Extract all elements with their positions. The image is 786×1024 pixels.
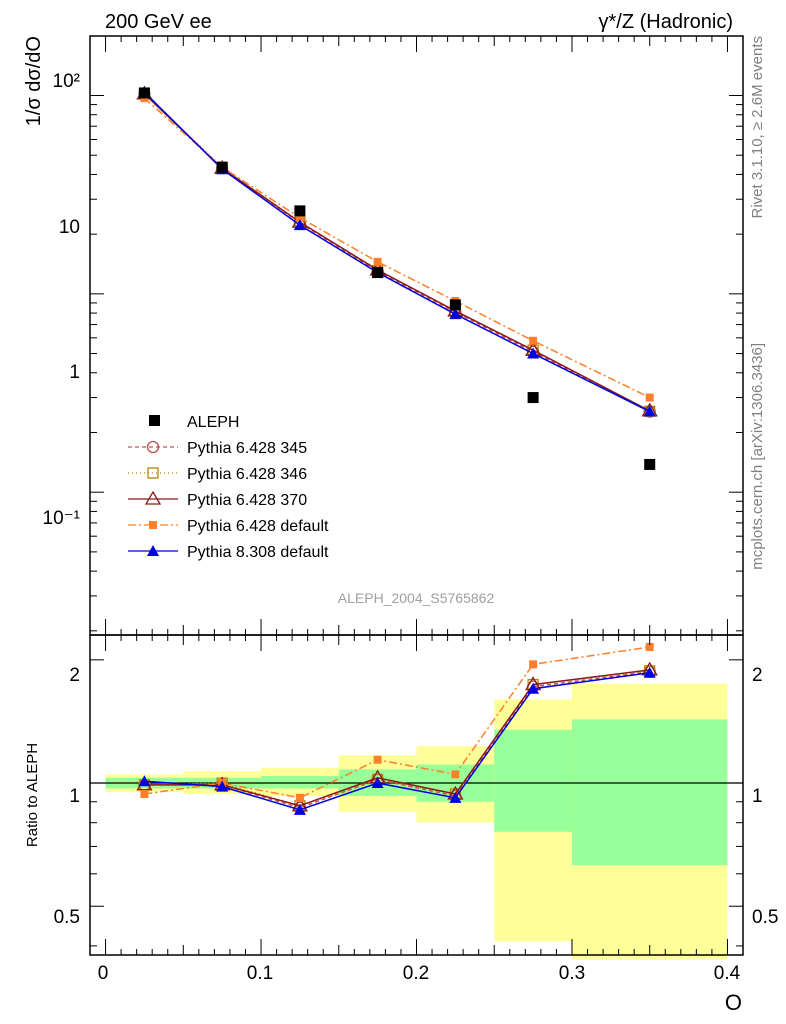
main-series-line-4 [143,91,651,413]
main-series-line-1 [143,93,651,412]
ratio-inner-band-2 [261,776,339,789]
ratio-series [136,642,658,815]
main-series-line-0 [143,93,651,413]
main-axis-ticks [90,95,743,632]
main-y-tick-label-0.1: 10⁻¹ [43,508,81,529]
header-right: γ*/Z (Hadronic) [599,11,733,33]
main-series-line-3 [143,97,651,399]
aleph-data-point-0 [138,87,150,99]
legend-marker-aleph [149,415,160,426]
x-tick-label-0.3: 0.3 [559,963,585,984]
aleph-data-point-2 [294,205,306,217]
legend-label-pythia-8308-default: Pythia 8.308 default [187,544,329,561]
ratio-series-3-point-2 [295,793,304,802]
ratio-y-tick-label-2-left: 2 [69,665,80,686]
x-tick-label-0.1: 0.1 [247,963,273,984]
x-tick-label-0.4: 0.4 [714,963,741,984]
legend-label-pythia-6428-370: Pythia 6.428 370 [187,492,307,509]
legend-entry-pythia-6428-346 [128,467,178,479]
ratio-series-4-point-1 [216,780,229,792]
main-y-axis-label: 1/σ dσ/dO [23,36,45,126]
main-series-4-point-5 [527,347,540,359]
ratio-series-4-point-3 [371,777,384,789]
ratio-series-4-point-5 [527,682,540,694]
legend-label-aleph: ALEPH [187,414,239,431]
ratio-axis-ticks [90,659,743,947]
x-tick-label-0.2: 0.2 [403,963,429,984]
x-axis-ticks [105,36,728,955]
main-series-4-point-6 [643,405,656,417]
ratio-series-3-point-3 [373,755,382,764]
aleph-data-points [138,87,656,470]
main-y-tick-label-1: 1 [69,362,80,383]
ratio-series-4-point-6 [643,666,656,678]
ratio-series-4-point-4 [449,791,462,803]
x-axis-label: O [725,990,742,1015]
ratio-series-3-point-6 [645,642,654,651]
main-series [136,85,658,418]
ratio-inner-band-5 [494,729,572,832]
main-series-4-point-4 [449,308,462,320]
ratio-inner-band-6 [571,719,728,866]
ratio-series-3-point-5 [529,660,538,669]
x-tick-label-0: 0 [98,963,109,984]
ratio-y-tick-label-0.5-left: 0.5 [54,907,80,928]
aleph-data-point-1 [216,161,228,173]
legend-entry-pythia-6428-default [128,521,178,529]
main-series-line-2 [143,93,651,412]
side-label-top: Rivet 3.1.10, ≥ 2.6M events [749,36,766,219]
ratio-series-4-point-2 [293,803,306,815]
ratio-series-3-point-4 [451,770,460,779]
ratio-uncertainty-bands [90,683,743,960]
ratio-y-tick-label-0.5-right: 0.5 [752,907,778,928]
aleph-data-point-3 [372,267,384,279]
ratio-series-4-point-0 [138,775,151,787]
main-series-3-point-5 [529,336,538,345]
ratio-y-tick-label-1-left: 1 [69,786,80,807]
header-left: 200 GeV ee [105,11,212,33]
analysis-label: ALEPH_2004_S5765862 [338,590,495,606]
legend: ALEPH Pythia 6.428 345 Pythia 6.428 346 … [128,414,329,561]
legend-entry-pythia-8308-default [128,545,178,556]
ratio-y-tick-label-1-right: 1 [752,786,763,807]
legend-label-pythia-6428-default: Pythia 6.428 default [187,518,329,535]
legend-entry-pythia-6428-370 [128,490,178,505]
ratio-series-3-point-0 [140,790,149,799]
aleph-data-point-5 [527,392,539,404]
legend-label-pythia-6428-346: Pythia 6.428 346 [187,466,307,483]
legend-label-pythia-6428-345: Pythia 6.428 345 [187,440,307,457]
ratio-y-tick-label-2-right: 2 [752,665,763,686]
main-series-3-point-2 [295,213,304,222]
aleph-data-point-4 [449,299,461,311]
main-series-3-point-3 [373,257,382,266]
main-y-tick-label-10: 10 [59,217,80,238]
legend-entry-pythia-6428-345 [128,440,178,454]
main-y-tick-label-100: 10² [53,71,80,92]
main-series-3-point-6 [645,393,654,402]
aleph-data-point-6 [644,458,656,470]
side-label-bottom: mcplots.cern.ch [arXiv:1306.3436] [749,343,766,570]
ratio-y-axis-label: Ratio to ALEPH [24,743,41,847]
main-series-4-point-2 [293,219,306,231]
